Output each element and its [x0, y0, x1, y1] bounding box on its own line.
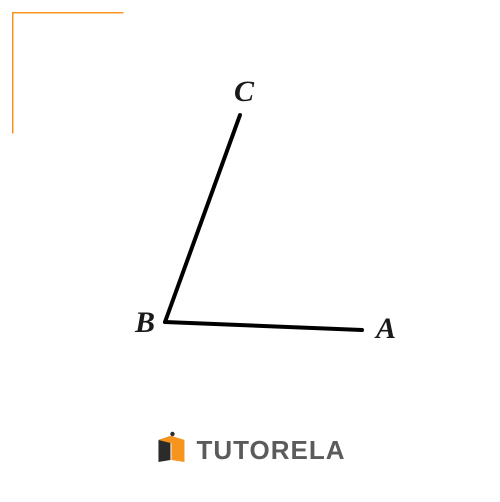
point-label-C: C: [234, 75, 255, 108]
angle-diagram: A B C: [0, 0, 500, 502]
brand-footer: TUTORELA: [154, 430, 345, 471]
point-label-A: A: [374, 312, 396, 345]
point-label-B: B: [134, 306, 155, 339]
edge-BC: [165, 115, 240, 322]
brand-name: TUTORELA: [196, 435, 345, 466]
edge-BA: [165, 322, 362, 330]
brand-logo-icon: [154, 430, 190, 471]
